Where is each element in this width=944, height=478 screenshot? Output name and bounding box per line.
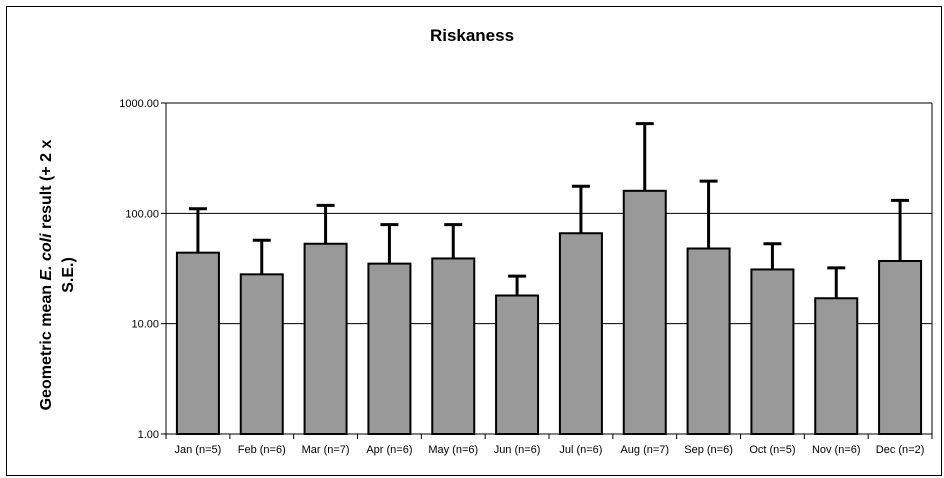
bar [175, 251, 220, 435]
x-tick-label: Jun (n=6) [494, 444, 541, 456]
y-tick-label: 1.00 [138, 429, 159, 441]
bar [239, 273, 284, 435]
bar [431, 257, 476, 435]
x-tick-label: Dec (n=2) [876, 444, 925, 456]
x-tick-label: Sep (n=6) [684, 444, 733, 456]
bar [878, 259, 923, 435]
x-tick-label: Oct (n=5) [749, 444, 795, 456]
bar [622, 189, 667, 435]
x-tick-label: Mar (n=7) [302, 444, 350, 456]
y-tick-label: 1000.00 [119, 98, 159, 110]
y-tick-label: 100.00 [125, 208, 159, 220]
bar [367, 262, 412, 435]
x-tick-label: Feb (n=6) [238, 444, 286, 456]
chart-title: Riskaness [429, 26, 515, 45]
x-tick-label: Jul (n=6) [559, 444, 602, 456]
bar [686, 247, 731, 435]
x-tick-label: Jan (n=5) [175, 444, 222, 456]
x-tick-label: May (n=6) [428, 444, 478, 456]
bar [750, 268, 795, 435]
x-tick-label: Nov (n=6) [812, 444, 861, 456]
x-tick-label: Aug (n=7) [620, 444, 669, 456]
x-tick-label: Apr (n=6) [366, 444, 412, 456]
bar [558, 232, 603, 435]
bar [814, 297, 859, 436]
bar [303, 242, 348, 435]
bar [495, 294, 540, 435]
y-tick-label: 10.00 [131, 319, 159, 331]
